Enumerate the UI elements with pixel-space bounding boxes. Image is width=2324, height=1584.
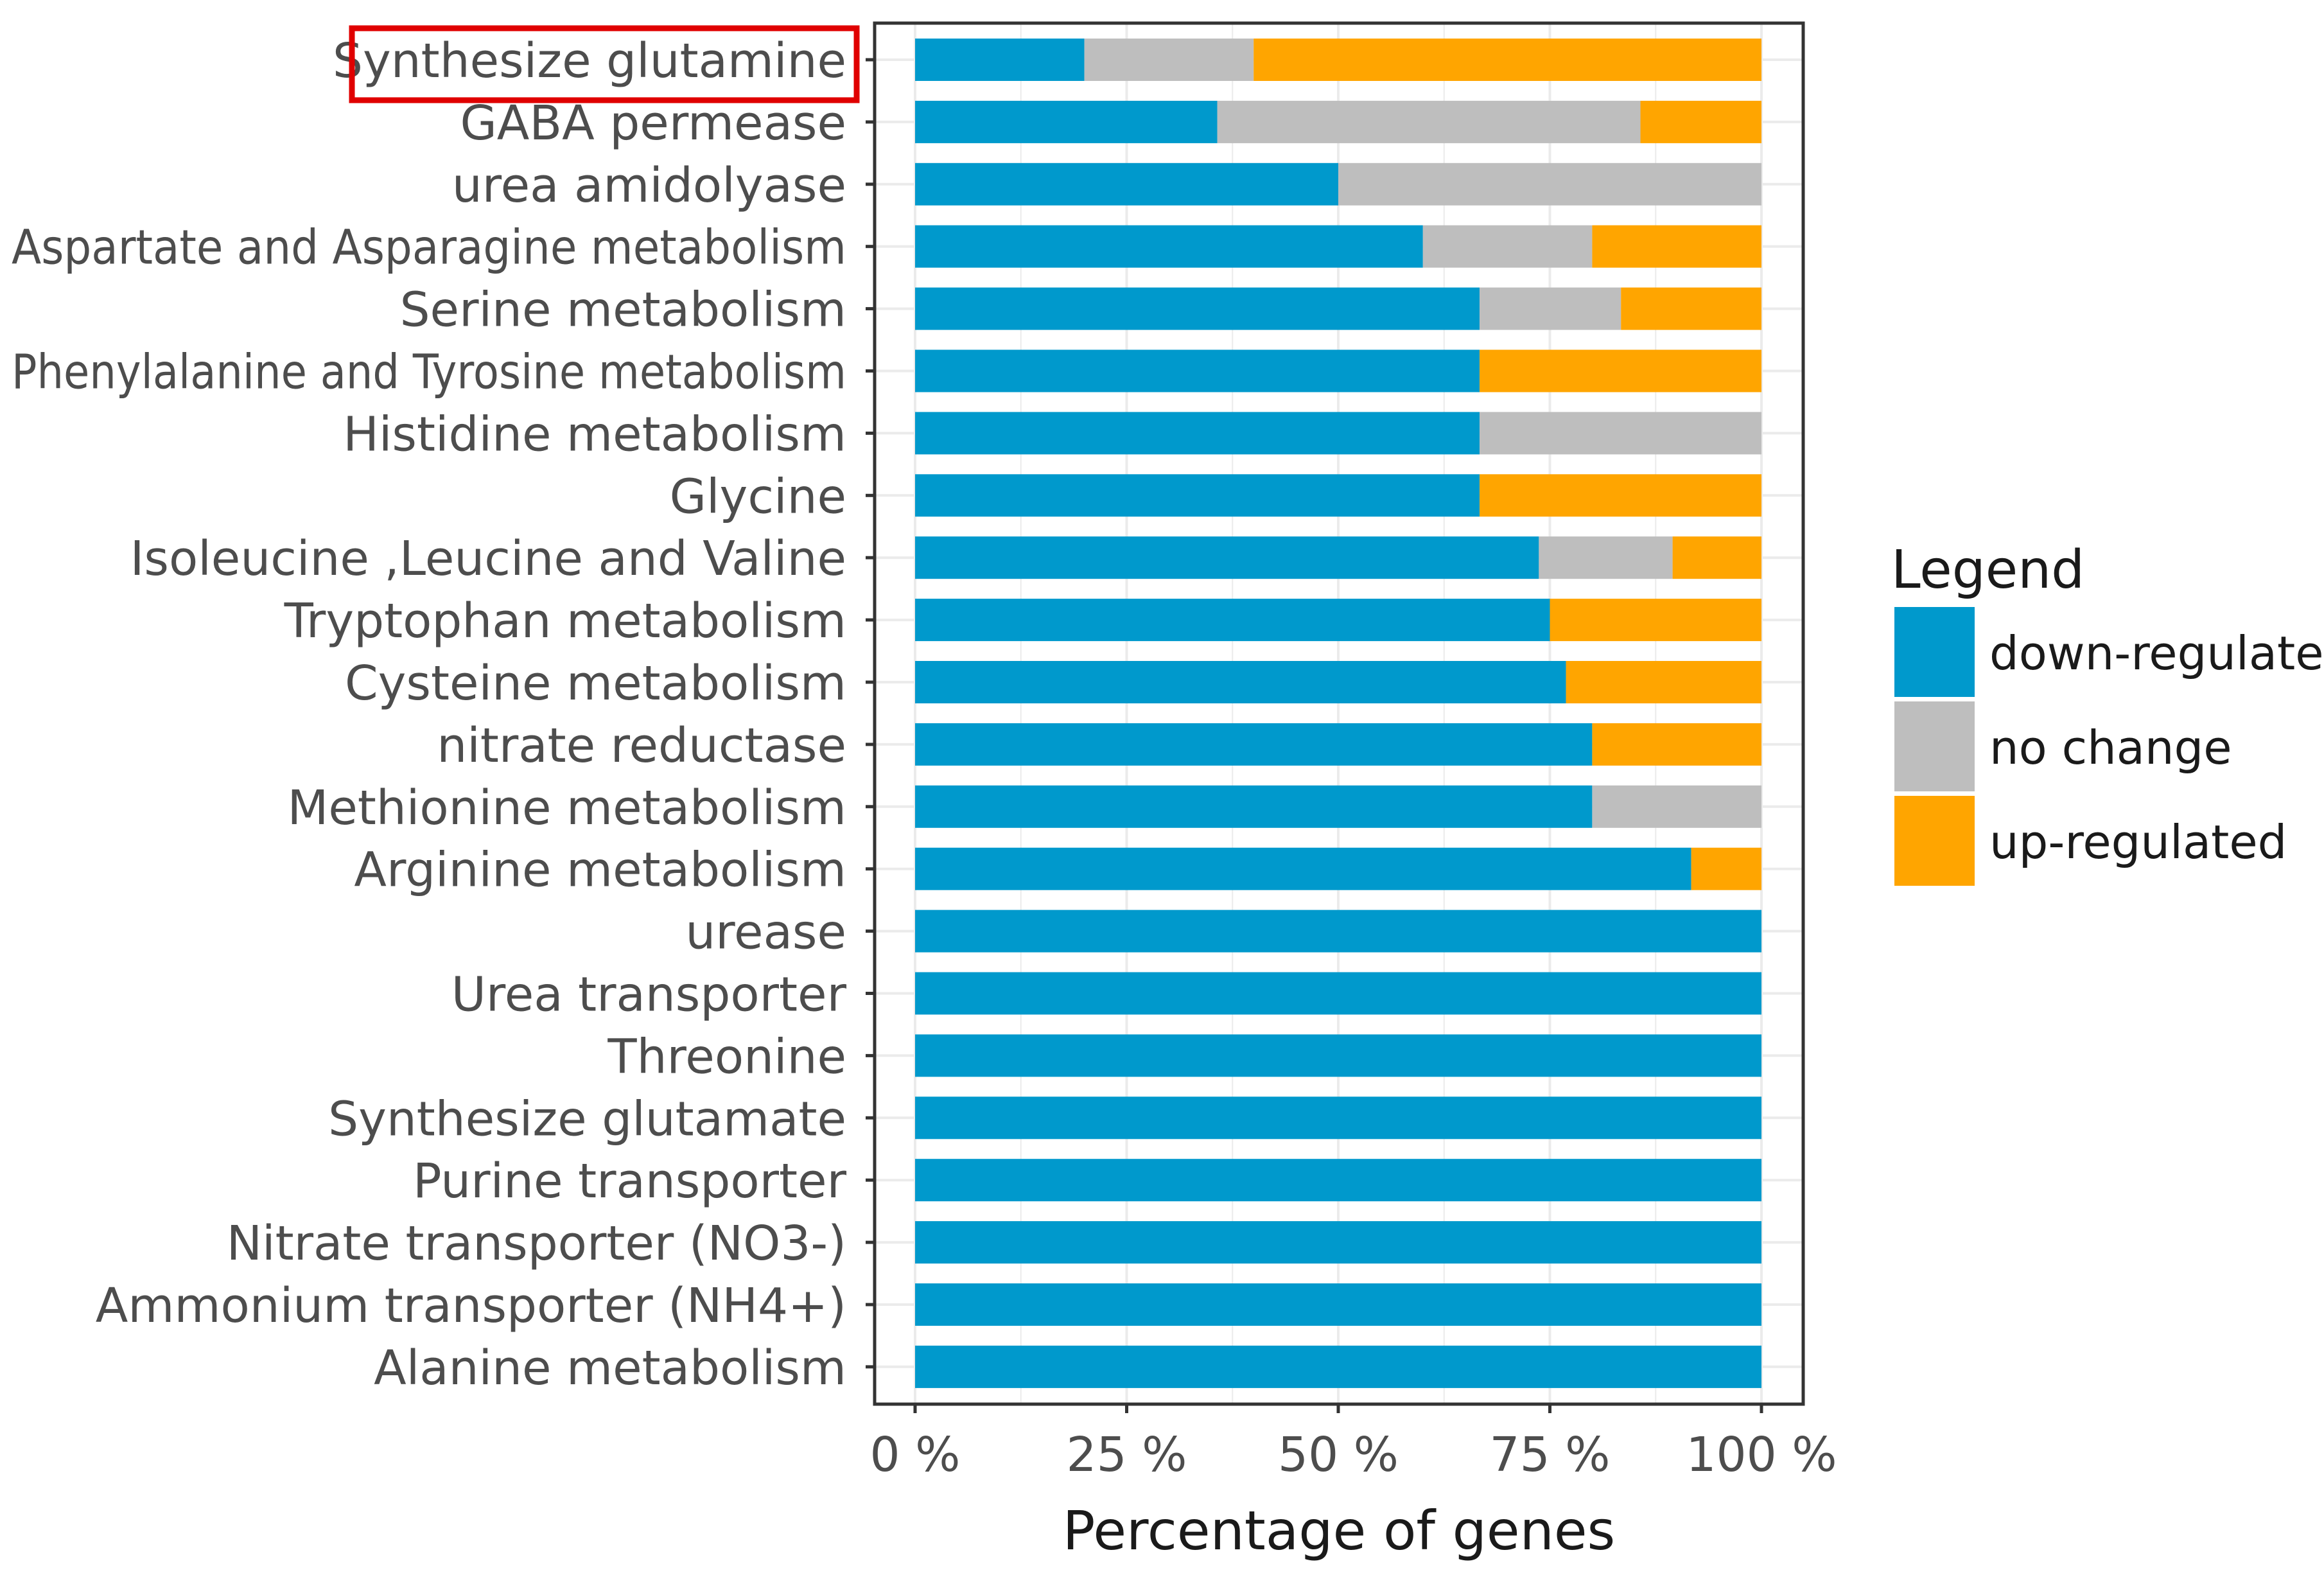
- bar-segment-down-regulated: [915, 536, 1539, 579]
- bar-segment-no-change: [1480, 412, 1761, 455]
- legend-label: up-regulated: [1989, 815, 2287, 869]
- bar-segment-up-regulated: [1592, 723, 1761, 766]
- x-tick-label: 75 %: [1490, 1427, 1611, 1483]
- y-tick-label: GABA permease: [460, 96, 846, 151]
- bar-segment-down-regulated: [915, 412, 1480, 455]
- bar-segment-down-regulated: [915, 910, 1761, 953]
- bar-segment-down-regulated: [915, 599, 1550, 642]
- bar-segment-up-regulated: [1550, 599, 1761, 642]
- legend-key-up-regulated: [1894, 796, 1975, 886]
- bar-segment-down-regulated: [915, 1096, 1761, 1140]
- bar-segment-up-regulated: [1621, 287, 1761, 330]
- y-tick-label: Phenylalanine and Tyrosine metabolism: [12, 345, 846, 400]
- y-axis: Synthesize glutamine GABA permease urea am…: [12, 33, 875, 1396]
- bar-segment-down-regulated: [915, 1283, 1761, 1326]
- legend-key-no-change: [1894, 701, 1975, 791]
- bar-segment-no-change: [1592, 785, 1761, 828]
- legend-label: no change: [1989, 721, 2232, 775]
- bar-segment-down-regulated: [915, 39, 1085, 81]
- bar-segment-up-regulated: [1691, 847, 1761, 890]
- bar-segment-down-regulated: [915, 287, 1480, 330]
- legend-key-down-regulated: [1894, 607, 1975, 697]
- bar-segment-down-regulated: [915, 100, 1218, 143]
- bar-segment-up-regulated: [1254, 39, 1761, 81]
- x-tick-label: 50 %: [1278, 1427, 1399, 1483]
- y-tick-label: urease: [685, 905, 846, 960]
- y-tick-label: Isoleucine ,Leucine and Valine: [130, 531, 846, 586]
- y-tick-label: nitrate reductase: [437, 718, 846, 773]
- bar-segment-up-regulated: [1480, 474, 1761, 517]
- y-tick-label: Purine transporter: [413, 1154, 847, 1209]
- x-tick-label: 100 %: [1686, 1427, 1837, 1483]
- y-tick-label: Arginine metabolism: [354, 843, 846, 898]
- y-tick-label: Urea transporter: [451, 967, 847, 1023]
- bar-segment-no-change: [1480, 287, 1621, 330]
- bar-segment-no-change: [1422, 225, 1593, 268]
- x-tick-label: 0 %: [870, 1427, 961, 1483]
- bar-segment-up-regulated: [1672, 536, 1761, 579]
- bar-segment-down-regulated: [915, 225, 1423, 268]
- y-tick-label: Nitrate transporter (NO3-): [227, 1216, 846, 1271]
- bar-segment-down-regulated: [915, 847, 1691, 890]
- bar-segment-down-regulated: [915, 1221, 1761, 1264]
- bar-segment-down-regulated: [915, 661, 1566, 703]
- highlight-box: [349, 25, 860, 103]
- y-tick-label: urea amidolyase: [452, 158, 846, 213]
- y-tick-label: Tryptophan metabolism: [284, 594, 846, 649]
- y-tick-label: Alanine metabolism: [374, 1341, 846, 1396]
- y-tick-label: Methionine metabolism: [287, 780, 846, 836]
- bar-segment-no-change: [1539, 536, 1673, 579]
- legend: Legend down-regulated no change up-regulat…: [1891, 540, 2324, 886]
- y-tick-label: Ammonium transporter (NH4+): [96, 1278, 846, 1333]
- x-axis: 0 % 25 % 50 % 75 % 100 %: [870, 1404, 1837, 1483]
- legend-title: Legend: [1891, 540, 2084, 601]
- bar-segment-up-regulated: [1566, 661, 1761, 703]
- bar-segment-no-change: [1217, 100, 1641, 143]
- bars: [915, 39, 1761, 1388]
- y-tick-label: Aspartate and Asparagine metabolism: [12, 220, 846, 276]
- bar-segment-down-regulated: [915, 163, 1338, 206]
- y-tick-label: Cysteine metabolism: [345, 656, 846, 711]
- y-tick-label: Synthesize glutamine: [333, 33, 846, 89]
- y-tick-label: Histidine metabolism: [343, 407, 846, 462]
- bar-segment-up-regulated: [1640, 100, 1761, 143]
- y-tick-label: Glycine: [670, 469, 846, 524]
- bar-segment-down-regulated: [915, 1034, 1761, 1077]
- bar-segment-down-regulated: [915, 785, 1593, 828]
- y-tick-label: Threonine: [607, 1029, 846, 1084]
- bar-segment-no-change: [1338, 163, 1761, 206]
- legend-label: down-regulated: [1989, 626, 2324, 680]
- bar-segment-down-regulated: [915, 1159, 1761, 1202]
- bar-segment-up-regulated: [1480, 349, 1761, 392]
- y-tick-label: Synthesize glutamate: [328, 1091, 846, 1147]
- bar-segment-down-regulated: [915, 723, 1593, 766]
- bar-segment-no-change: [1084, 39, 1254, 81]
- bar-segment-down-regulated: [915, 474, 1480, 517]
- x-tick-label: 25 %: [1067, 1427, 1187, 1483]
- bar-segment-down-regulated: [915, 1345, 1761, 1388]
- bar-segment-up-regulated: [1592, 225, 1761, 268]
- x-axis-title: Percentage of genes: [1063, 1499, 1616, 1562]
- y-tick-label: Serine metabolism: [400, 283, 846, 338]
- bar-segment-down-regulated: [915, 349, 1480, 392]
- bar-segment-down-regulated: [915, 972, 1761, 1015]
